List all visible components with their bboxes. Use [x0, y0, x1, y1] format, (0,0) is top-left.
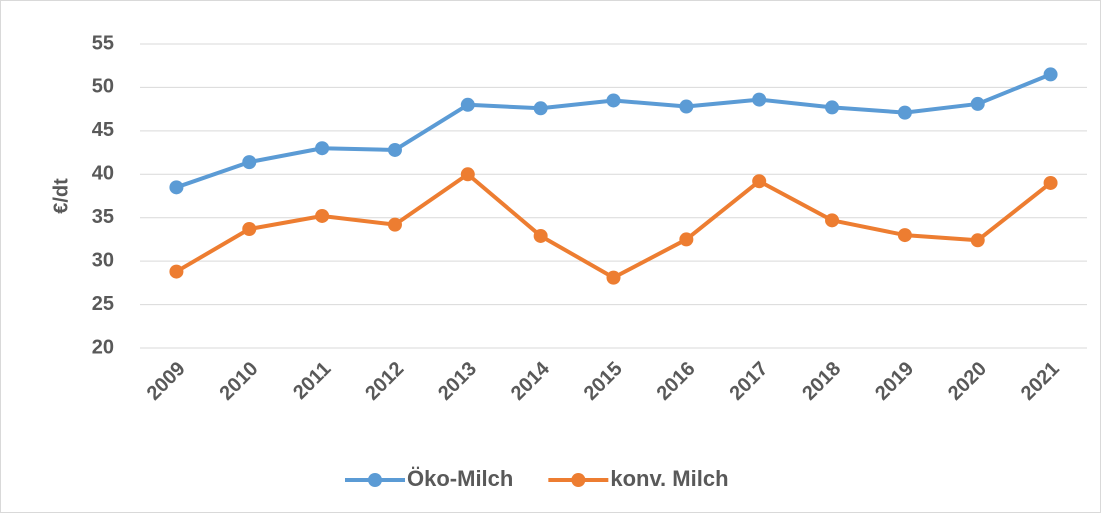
data-point — [679, 99, 694, 114]
data-point — [825, 100, 840, 115]
legend-marker — [368, 473, 382, 487]
y-tick-label: 40 — [92, 163, 114, 185]
legend-label: konv. Milch — [610, 466, 728, 491]
legend-label: Öko-Milch — [407, 466, 513, 491]
data-point — [897, 228, 912, 243]
y-tick-label: 20 — [92, 336, 114, 358]
legend-marker — [571, 473, 586, 487]
data-point — [606, 93, 621, 108]
data-point — [679, 232, 694, 247]
data-point — [533, 228, 548, 243]
data-point — [460, 97, 475, 112]
data-point — [1043, 67, 1058, 82]
data-point — [970, 96, 985, 111]
y-tick-label: 50 — [92, 76, 114, 98]
data-point — [242, 222, 257, 237]
data-point — [387, 217, 402, 232]
y-tick-label: 30 — [92, 249, 114, 271]
data-point — [315, 208, 330, 223]
y-tick-label: 55 — [92, 32, 114, 54]
data-point — [825, 213, 840, 228]
data-point — [533, 101, 548, 116]
data-point — [242, 155, 257, 170]
data-point — [752, 92, 767, 107]
y-tick-label: 35 — [92, 206, 114, 228]
y-axis-label: €/dt — [50, 178, 72, 214]
y-tick-label: 45 — [92, 119, 114, 141]
data-point — [970, 233, 985, 248]
y-tick-label: 25 — [92, 293, 114, 315]
data-point — [460, 167, 475, 182]
data-point — [752, 174, 767, 189]
data-point — [169, 264, 184, 279]
data-point — [169, 180, 184, 195]
data-point — [606, 270, 621, 285]
data-point — [387, 142, 402, 157]
data-point — [1043, 175, 1058, 190]
data-point — [315, 141, 330, 156]
data-point — [897, 105, 912, 120]
